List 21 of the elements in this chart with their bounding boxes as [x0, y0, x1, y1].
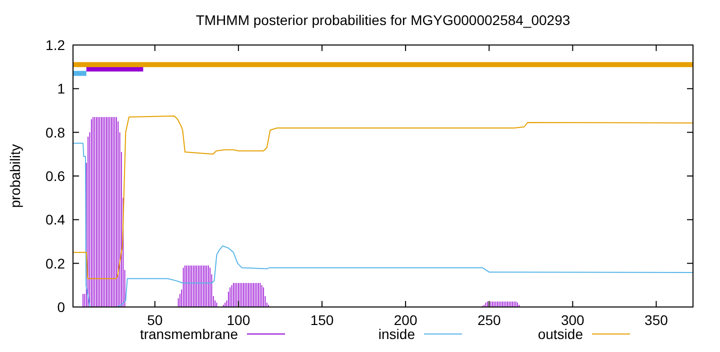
y-tick-label: 0.2	[46, 255, 66, 272]
line-series	[73, 142, 693, 307]
y-tick-label: 0.6	[46, 168, 66, 184]
y-tick-label: 0	[57, 299, 66, 315]
legend-label: outside	[538, 326, 584, 342]
y-tick-label: 0.8	[46, 124, 66, 140]
x-tick-label: 150	[310, 312, 334, 328]
x-tick-label: 100	[226, 312, 250, 328]
x-tick-label: 50	[147, 312, 163, 328]
x-tick-label: 250	[477, 312, 502, 328]
x-tick-label: 200	[394, 312, 418, 328]
x-tick-label: 300	[560, 312, 585, 328]
line-series	[73, 115, 693, 280]
legend-label: inside	[378, 326, 416, 342]
y-tick-label: 1	[57, 80, 66, 97]
legend-label: transmembrane	[140, 326, 238, 342]
y-tick-label: 0.4	[46, 212, 66, 228]
y-axis-title: probability	[7, 144, 23, 208]
chart-title: TMHMM posterior probabilities for MGYG000002584_00293	[196, 12, 570, 28]
y-tick-label: 1.2	[46, 37, 66, 53]
x-tick-label: 350	[644, 312, 668, 328]
